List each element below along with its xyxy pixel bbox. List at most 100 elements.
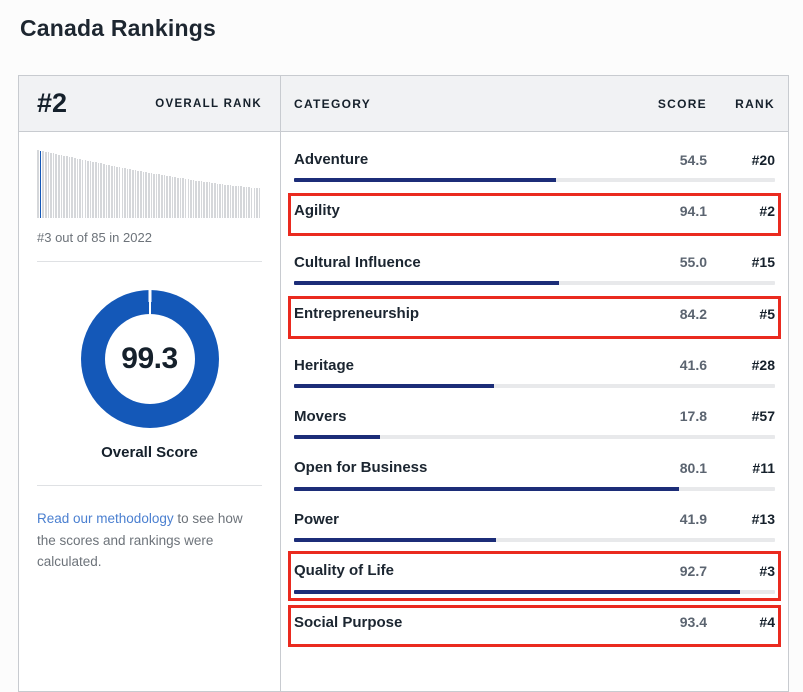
sparkline-bar-current	[39, 151, 42, 218]
sparkline-bar	[66, 156, 68, 218]
sparkline-bar	[258, 188, 261, 218]
table-row-line: Social Purpose 93.4 #4	[294, 601, 775, 631]
column-header-rank: RANK	[735, 96, 775, 111]
sparkline-bar	[184, 179, 187, 218]
table-row-line: Heritage 41.6 #28	[294, 344, 775, 374]
score-bar-track	[294, 486, 775, 491]
overall-rank-value: #2	[37, 88, 68, 118]
score-bar-track	[294, 435, 775, 440]
category-rows: Adventure 54.5 #20 Agility 94.1 #2 Cultural In…	[281, 132, 788, 691]
sparkline-bar	[129, 169, 132, 218]
category-rank: #28	[751, 357, 775, 374]
category-label: Heritage	[294, 356, 355, 374]
category-rank: #57	[751, 408, 775, 425]
sparkline-bar	[198, 181, 200, 218]
sparkline-bar	[118, 167, 121, 218]
card-header: #2 OVERALL RANK CATEGORY SCORE RANK	[19, 76, 788, 132]
score-bar-fill	[294, 435, 380, 440]
category-score: 55.0	[679, 254, 707, 271]
category-rank: #2	[759, 202, 775, 219]
sparkline-bar	[216, 184, 219, 218]
category-score: 92.7	[679, 562, 707, 579]
score-bar-track	[294, 383, 775, 388]
sparkline-bar	[195, 181, 198, 218]
score-bar-track	[294, 281, 775, 286]
table-row: Entrepreneurship 84.2 #5	[288, 292, 781, 343]
sparkline-bar	[42, 151, 44, 218]
table-row: Power 41.9 #13	[294, 498, 775, 549]
category-score: 17.8	[679, 408, 707, 425]
sparkline-bar	[60, 155, 63, 218]
sparkline-bar	[190, 180, 192, 218]
sparkline-bar	[169, 176, 171, 218]
sparkline-bar	[79, 159, 81, 218]
sparkline-bar	[248, 187, 250, 218]
sparkline-bar	[158, 174, 161, 218]
overall-rank-header: #2 OVERALL RANK	[19, 76, 281, 131]
score-bar-track	[294, 538, 775, 543]
sparkline-bar	[81, 160, 84, 218]
sparkline-bar	[166, 176, 168, 218]
table-row: Quality of Life 92.7 #3	[288, 549, 781, 601]
sparkline-bar	[58, 155, 60, 218]
sparkline-bar	[134, 170, 137, 218]
sparkline-bar	[253, 188, 256, 218]
category-rank: #5	[759, 305, 775, 322]
table-row-line: Agility 94.1 #2	[294, 189, 775, 219]
sparkline-bar	[187, 179, 190, 218]
table-row: Social Purpose 93.4 #4	[288, 601, 781, 652]
sparkline-bar	[47, 152, 50, 218]
sparkline-bar	[108, 165, 110, 218]
sparkline-bar	[256, 188, 258, 218]
column-header-score: SCORE	[657, 96, 707, 111]
sparkline-bar	[161, 175, 163, 218]
table-row-line: Entrepreneurship 84.2 #5	[294, 292, 775, 322]
score-bar-track	[294, 589, 775, 594]
sparkline-bar	[237, 186, 240, 218]
column-header-category: CATEGORY	[294, 96, 372, 111]
overall-score-label: Overall Score	[101, 444, 198, 461]
category-label: Social Purpose	[294, 613, 403, 631]
category-rank: #20	[751, 151, 775, 168]
sparkline-bar	[145, 172, 147, 218]
sparkline-bar	[227, 185, 229, 218]
card-body: #3 out of 85 in 2022 99.3 Overall Score …	[19, 132, 788, 691]
rank-history-sparkline	[37, 148, 262, 218]
sparkline-bar	[200, 181, 203, 218]
table-row: Open for Business 80.1 #11	[294, 446, 775, 497]
category-label: Agility	[294, 202, 340, 220]
sparkline-bar	[240, 186, 242, 218]
table-row: Cultural Influence 55.0 #15	[294, 241, 775, 292]
sparkline-bar	[84, 160, 87, 218]
category-rank: #13	[751, 511, 775, 528]
sparkline-bar	[87, 161, 89, 218]
sparkline-bar	[116, 167, 118, 218]
overall-score-donut: 99.3	[80, 290, 219, 428]
sparkline-bar	[121, 168, 124, 218]
sparkline-bar	[44, 152, 47, 218]
sparkline-bar	[245, 187, 248, 218]
sparkline-bar	[100, 163, 102, 218]
score-bar-fill	[294, 486, 680, 491]
sparkline-bar	[147, 173, 150, 218]
sparkline-bar	[224, 185, 227, 218]
score-bar-fill	[294, 383, 495, 388]
sparkline-bar	[55, 154, 58, 218]
table-row-line: Quality of Life 92.7 #3	[294, 549, 775, 579]
sparkline-bar	[203, 182, 205, 218]
score-bar-fill	[294, 281, 559, 286]
category-label: Movers	[294, 407, 347, 425]
score-bar-fill	[294, 538, 496, 543]
sparkline-bar	[150, 173, 153, 218]
methodology-link[interactable]: Read our methodology	[37, 511, 174, 526]
table-row-line: Movers 17.8 #57	[294, 395, 775, 425]
overall-score-section: 99.3 Overall Score	[37, 262, 262, 486]
overall-score-value: 99.3	[121, 342, 178, 375]
category-rank: #3	[759, 562, 775, 579]
sparkline-bar	[103, 164, 105, 218]
table-row: Adventure 54.5 #20	[294, 138, 775, 189]
table-header: CATEGORY SCORE RANK	[281, 76, 788, 131]
rank-history-section: #3 out of 85 in 2022	[37, 132, 262, 262]
sparkline-bar	[105, 165, 108, 218]
sparkline-bar	[206, 182, 208, 218]
